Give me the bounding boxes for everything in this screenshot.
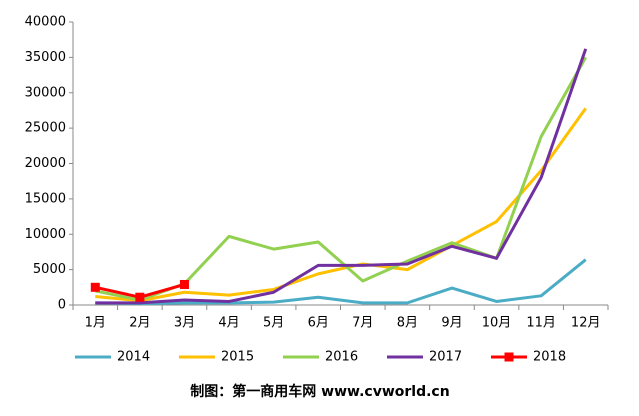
legend-label: 2014 — [117, 350, 150, 365]
y-tick-label: 0 — [58, 298, 66, 313]
legend-label: 2016 — [325, 350, 358, 365]
series-line — [95, 258, 587, 306]
x-tick-label: 4月 — [218, 316, 239, 331]
legend-label: 2015 — [221, 350, 254, 365]
y-tick-label: 20000 — [25, 156, 66, 171]
y-tick-label: 40000 — [25, 15, 66, 30]
marker — [179, 279, 189, 289]
caption: 制图：第一商用车网 www.cvworld.cn — [190, 383, 449, 400]
y-tick-label: 25000 — [25, 121, 66, 136]
x-tick-label: 5月 — [263, 316, 284, 331]
x-tick-label: 3月 — [174, 316, 195, 331]
marker — [135, 292, 145, 302]
x-tick-label: 1月 — [85, 316, 106, 331]
series-line — [95, 48, 588, 305]
x-tick-label: 11月 — [526, 316, 556, 331]
x-tick-label: 8月 — [397, 316, 418, 331]
marker — [90, 282, 100, 292]
y-tick-label: 5000 — [33, 262, 66, 277]
y-tick-label: 30000 — [25, 85, 66, 100]
x-tick-label: 10月 — [482, 316, 512, 331]
y-tick-label: 10000 — [25, 227, 66, 242]
x-tick-label: 6月 — [308, 316, 329, 331]
legend-marker — [504, 352, 514, 362]
legend-label: 2018 — [533, 350, 566, 365]
legend-label: 2017 — [429, 350, 462, 365]
x-tick-label: 2月 — [129, 316, 150, 331]
series-line — [94, 56, 588, 302]
x-tick-label: 12月 — [571, 316, 601, 331]
y-tick-label: 15000 — [25, 191, 66, 206]
series-line — [95, 107, 587, 303]
y-tick-label: 35000 — [25, 50, 66, 65]
x-tick-label: 9月 — [441, 316, 462, 331]
x-tick-label: 7月 — [352, 316, 373, 331]
